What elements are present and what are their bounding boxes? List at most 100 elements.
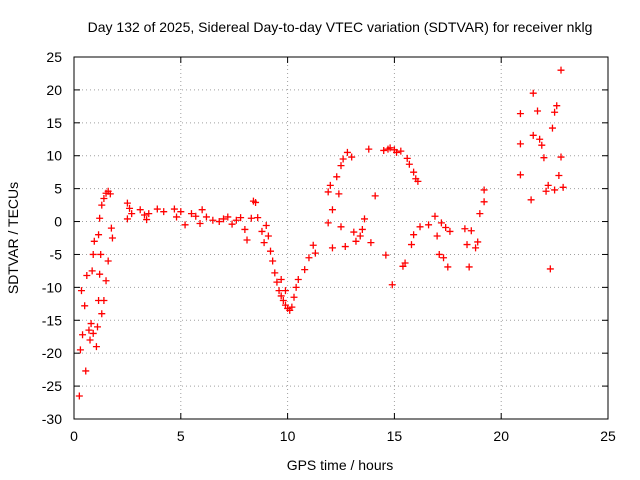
data-point: [107, 224, 115, 232]
data-point: [405, 160, 413, 168]
data-point: [397, 147, 405, 155]
data-point: [288, 303, 296, 311]
data-point: [324, 188, 332, 196]
data-point: [416, 223, 424, 231]
data-point: [435, 250, 443, 258]
data-point: [386, 144, 394, 152]
data-point: [100, 195, 108, 203]
data-point: [544, 181, 552, 189]
y-tick-labels: -30 -25 -20 -15 -10 -5 0 5 10 15 20 25: [42, 49, 62, 427]
data-point: [328, 244, 336, 252]
data-point: [529, 131, 537, 139]
data-point: [254, 214, 262, 222]
data-point: [548, 124, 556, 132]
plot-frame: [73, 56, 609, 420]
data-point: [271, 269, 279, 277]
data-point: [326, 181, 334, 189]
data-point: [360, 215, 368, 223]
data-point: [106, 190, 114, 198]
data-point: [281, 287, 289, 295]
x-tick-label: 10: [280, 428, 296, 444]
data-point: [516, 140, 524, 148]
y-tick-label: 20: [46, 82, 62, 98]
data-point: [551, 108, 559, 116]
data-point: [82, 367, 90, 375]
data-point: [181, 221, 189, 229]
data-point: [90, 237, 98, 245]
data-point: [339, 155, 347, 163]
data-point: [474, 238, 482, 246]
data-point: [551, 186, 559, 194]
y-tick-label: -5: [50, 246, 63, 262]
data-point: [86, 336, 94, 344]
data-point: [446, 227, 454, 235]
data-point: [444, 263, 452, 271]
x-tick-label: 0: [70, 428, 78, 444]
data-point: [128, 210, 136, 218]
data-point: [365, 145, 373, 153]
data-point: [209, 216, 217, 224]
data-point: [343, 148, 351, 156]
data-point: [262, 221, 270, 229]
y-tick-label: 5: [54, 181, 62, 197]
data-point: [126, 204, 134, 212]
data-point: [476, 210, 484, 218]
x-tick-label: 25: [600, 428, 616, 444]
data-point: [348, 153, 356, 161]
data-point: [260, 239, 268, 247]
data-point: [177, 208, 185, 216]
data-point: [123, 215, 131, 223]
data-point: [275, 287, 283, 295]
data-point: [335, 190, 343, 198]
y-tick-label: 0: [54, 214, 62, 230]
data-point: [224, 213, 232, 221]
data-point: [198, 206, 206, 214]
data-point: [440, 254, 448, 262]
data-point: [461, 225, 469, 233]
data-point: [367, 239, 375, 247]
data-point: [173, 213, 181, 221]
data-point: [410, 168, 418, 176]
data-point: [414, 177, 422, 185]
data-point: [258, 227, 266, 235]
data-point: [529, 89, 537, 97]
data-point: [305, 254, 313, 262]
data-point: [160, 208, 168, 216]
data-point: [350, 228, 358, 236]
data-point: [557, 66, 565, 74]
data-point: [87, 320, 95, 328]
data-point: [97, 250, 105, 258]
data-point: [153, 205, 161, 213]
data-point: [540, 154, 548, 162]
data-point: [243, 236, 251, 244]
data-point: [267, 247, 275, 255]
data-point: [337, 223, 345, 231]
data-point: [273, 278, 281, 286]
data-point: [98, 201, 106, 209]
data-point: [108, 234, 116, 242]
data-point: [534, 107, 542, 115]
data-point: [527, 196, 535, 204]
x-axis-label: GPS time / hours: [287, 457, 394, 473]
data-point: [215, 218, 223, 226]
data-point: [277, 292, 285, 300]
data-point: [401, 259, 409, 267]
data-point: [555, 171, 563, 179]
data-point: [388, 281, 396, 289]
data-point: [442, 223, 450, 231]
data-point: [75, 392, 83, 400]
data-point: [79, 331, 87, 339]
data-point: [187, 210, 195, 218]
data-point: [380, 146, 388, 154]
data-point: [407, 241, 415, 249]
data-point: [536, 135, 544, 143]
data-point: [89, 250, 97, 258]
data-point: [465, 263, 473, 271]
data-point: [220, 215, 228, 223]
grid: [74, 57, 608, 419]
data-point: [553, 102, 561, 110]
data-point: [559, 183, 567, 191]
data-point: [89, 329, 97, 337]
data-point: [463, 241, 471, 249]
data-point: [102, 277, 110, 285]
